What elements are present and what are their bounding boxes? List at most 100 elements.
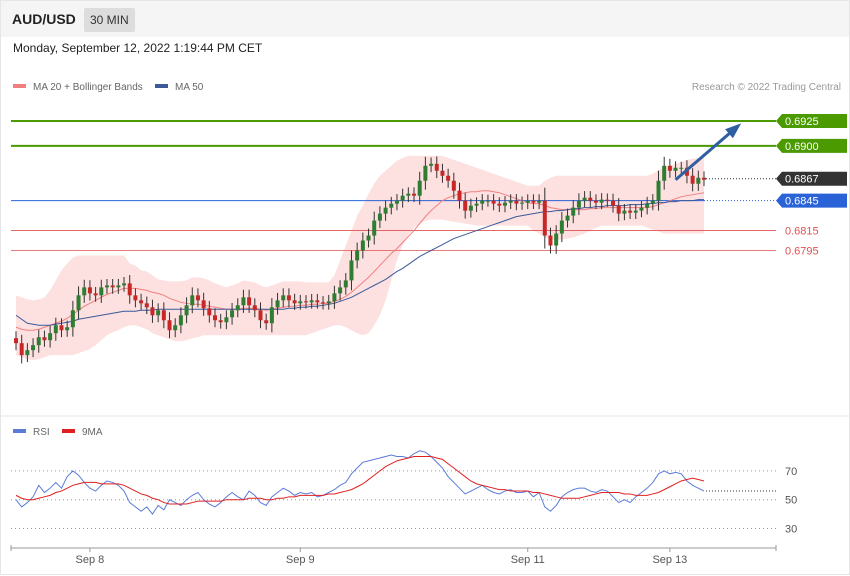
candle-body (144, 303, 149, 308)
candle-body (321, 302, 326, 304)
candle-body (25, 350, 30, 356)
candle (656, 170, 661, 211)
candle-body (548, 235, 553, 246)
candle-body (150, 307, 155, 316)
candle-body (616, 205, 621, 214)
candle-body (275, 300, 280, 308)
candle-body (156, 310, 161, 316)
candle-body (241, 297, 246, 306)
candle-body (628, 210, 633, 213)
candle (451, 172, 456, 199)
ma50-line (15, 199, 704, 326)
candle-body (309, 300, 314, 303)
candle-body (110, 285, 115, 288)
legend-label: MA 20 + Bollinger Bands (33, 82, 143, 93)
candle (298, 294, 303, 310)
legend-label: RSI (33, 427, 50, 438)
candle (264, 313, 269, 330)
candle (281, 288, 286, 308)
candle (355, 242, 360, 269)
level-support: 0.6795 (11, 245, 819, 257)
arrow-head (725, 123, 742, 139)
symbol-label: AUD/USD (12, 11, 76, 27)
candle (571, 200, 576, 224)
rsi-tick-label: 70 (785, 466, 797, 478)
candle (542, 187, 547, 249)
price-legend: MA 20 + Bollinger Bands MA 50 (13, 82, 204, 93)
candle (252, 298, 257, 318)
candle (468, 198, 473, 218)
candle (548, 227, 553, 254)
chart-header: AUD/USD 30 MIN (0, 0, 850, 37)
candle-body (224, 317, 229, 323)
candle-body (286, 295, 291, 301)
candle (213, 308, 218, 328)
level-resistance: 0.6925 (11, 113, 847, 128)
candle (19, 334, 24, 364)
candle (116, 278, 121, 294)
candle-body (252, 305, 257, 311)
candle (82, 279, 87, 303)
candle (434, 156, 439, 179)
candle (633, 204, 638, 220)
candle-body (588, 197, 593, 201)
candle-body (133, 295, 138, 301)
candle (343, 273, 348, 295)
candle (303, 295, 308, 309)
candle (605, 193, 610, 207)
candle-body (457, 190, 462, 201)
candle-body (576, 200, 581, 208)
level-resistance: 0.6900 (11, 138, 847, 153)
candle (673, 161, 678, 178)
candle (315, 293, 320, 309)
candle-body (412, 193, 417, 196)
candle-body (639, 207, 644, 211)
candle (99, 279, 104, 303)
candle (224, 310, 229, 330)
candle (377, 206, 382, 228)
candle (31, 338, 36, 358)
price-tag (776, 193, 847, 208)
forecast-arrow (674, 123, 742, 181)
candle (309, 293, 314, 309)
candle (338, 280, 343, 301)
x-tick-label: Sep 11 (511, 554, 545, 566)
candle-body (520, 202, 525, 204)
candle-body (696, 177, 701, 184)
candle (190, 287, 195, 314)
candle (383, 200, 388, 221)
candles (14, 156, 706, 364)
price-tag-label: 0.6845 (785, 196, 819, 208)
candle (48, 325, 53, 348)
candle (429, 157, 434, 173)
candle (235, 298, 240, 318)
candle-body (59, 325, 64, 331)
candle-body (417, 180, 422, 196)
legend-label: MA 50 (175, 82, 204, 93)
candle (167, 312, 172, 339)
candle (247, 289, 252, 313)
candle-body (167, 320, 172, 331)
candle (690, 168, 695, 192)
candle-body (491, 200, 496, 204)
candle (156, 303, 161, 323)
candle (406, 187, 411, 203)
candle-body (281, 295, 286, 301)
candle (702, 171, 706, 187)
candle-body (269, 307, 274, 324)
chart-datetime: Monday, September 12, 2022 1:19:44 PM CE… (13, 41, 263, 55)
candle (497, 197, 502, 213)
candle (42, 330, 47, 347)
candle (87, 280, 92, 301)
x-tick-label: Sep 8 (76, 554, 105, 566)
bollinger-band (16, 155, 704, 361)
candle (491, 194, 496, 211)
candle-body (139, 300, 144, 304)
candle (696, 170, 701, 191)
candle (76, 286, 81, 320)
timeframe-button[interactable]: 30 MIN (84, 8, 135, 32)
candle (520, 196, 525, 210)
candle-body (326, 301, 331, 304)
candle-body (667, 165, 672, 171)
